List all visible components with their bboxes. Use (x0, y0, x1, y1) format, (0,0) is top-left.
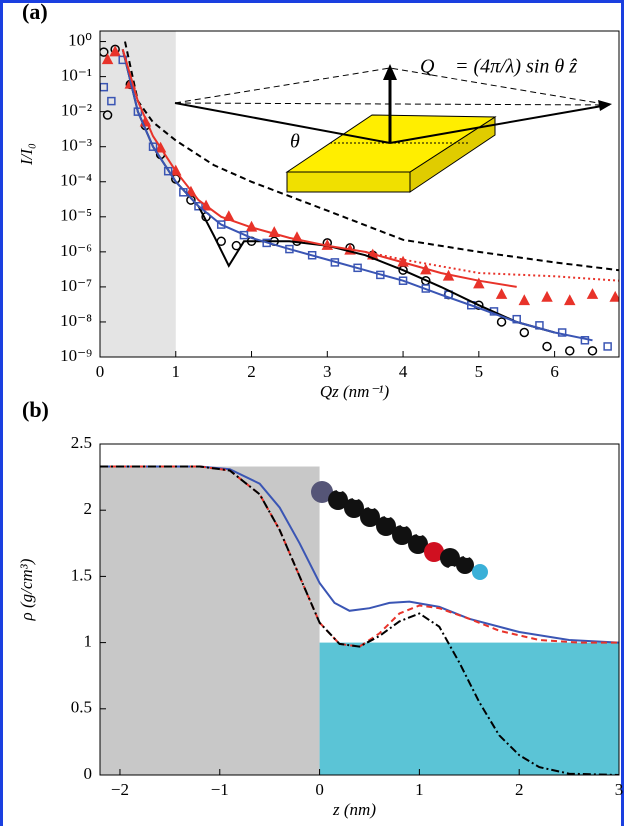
x-axis-label: z (nm) (332, 800, 376, 819)
panel-label: (b) (22, 397, 49, 422)
shaded-region (100, 466, 320, 775)
background-layer: 0 1 2 3 4 5 6 10⁻⁹ 10⁻⁸ 10⁻⁷ 10⁻⁶ 10⁻⁵ 10⁻⁴ 10⁻³ 10⁻² 1… (17, 0, 623, 819)
data-point (496, 317, 507, 327)
data-point (495, 288, 508, 299)
fit-line (365, 250, 619, 282)
fit-line (121, 49, 517, 288)
x-tick-label: 2 (247, 362, 256, 381)
data-point (609, 290, 619, 302)
x-tick-label: −1 (211, 780, 229, 799)
fit-line (121, 49, 593, 342)
data-point (542, 341, 552, 352)
data-point (109, 45, 121, 57)
data-point (148, 142, 158, 151)
data-point (216, 220, 226, 229)
fit-line (100, 465, 619, 644)
y-tick-label: 10⁻⁴ (60, 171, 92, 190)
x-tick-label: 1 (415, 780, 424, 799)
data-point (603, 342, 612, 351)
data-point (473, 277, 485, 289)
y-tick-label: 10⁻¹ (61, 66, 92, 85)
data-point (102, 110, 113, 120)
data-point (163, 166, 173, 176)
y-tick-label: 0 (84, 764, 93, 783)
data-point (541, 290, 553, 302)
plot-area (100, 41, 619, 356)
shaded-region (100, 31, 176, 357)
y-axis-label: I/I₀ (17, 143, 36, 166)
y-axis-label: ρ (g/cm³) (17, 558, 36, 621)
y-tick-label: 10⁻⁷ (60, 276, 92, 295)
data-point (519, 327, 530, 338)
y-tick-label: 1 (84, 632, 93, 651)
x-tick-label: 2 (515, 780, 524, 799)
data-point (100, 47, 109, 57)
x-tick-label: 6 (550, 362, 559, 381)
theta-label: θ (290, 131, 300, 153)
x-tick-label: 0 (315, 780, 324, 799)
formula: Q⃗ = (4π/λ) sin θ ẑ (420, 56, 577, 78)
data-point (101, 53, 114, 65)
fit-line (100, 465, 619, 775)
y-tick-label: 1.5 (71, 565, 92, 584)
molecule-illustration (311, 481, 488, 580)
data-point (564, 294, 576, 306)
data-point (587, 346, 598, 356)
panel-label: (a) (22, 0, 48, 24)
y-tick-label: 0.5 (71, 698, 92, 717)
y-tick-label: 10⁰ (68, 30, 92, 49)
data-point (565, 346, 575, 356)
x-tick-label: 5 (475, 362, 484, 381)
plot-frame (99, 30, 620, 358)
y-tick-label: 10⁻² (61, 101, 92, 120)
plot-area (100, 465, 619, 775)
data-point (107, 96, 116, 106)
x-tick-label: −2 (111, 780, 129, 799)
y-tick-label: 10⁻⁶ (60, 241, 92, 260)
y-tick-label: 10⁻⁹ (60, 346, 92, 365)
x-tick-label: 4 (399, 362, 408, 381)
y-tick-label: 2 (84, 499, 93, 518)
data-point (194, 201, 203, 211)
plot-frame (99, 443, 620, 776)
y-tick-label: 2.5 (71, 433, 92, 452)
shaded-region (319, 642, 619, 775)
y-tick-label: 10⁻⁸ (60, 311, 92, 330)
y-tick-label: 10⁻⁵ (60, 206, 92, 225)
data-point (586, 288, 599, 299)
fit-line (124, 41, 619, 272)
data-point (518, 294, 531, 306)
x-axis-label: Qz (nm⁻¹) (320, 382, 390, 401)
x-tick-label: 1 (172, 362, 181, 381)
scattering-diagram: Q⃗ = (4π/λ) sin θ ẑ θ (174, 56, 612, 193)
x-tick-label: 0 (96, 362, 105, 381)
x-tick-label: 3 (323, 362, 332, 381)
y-tick-label: 10⁻³ (61, 136, 92, 155)
x-tick-label: 3 (615, 780, 624, 799)
